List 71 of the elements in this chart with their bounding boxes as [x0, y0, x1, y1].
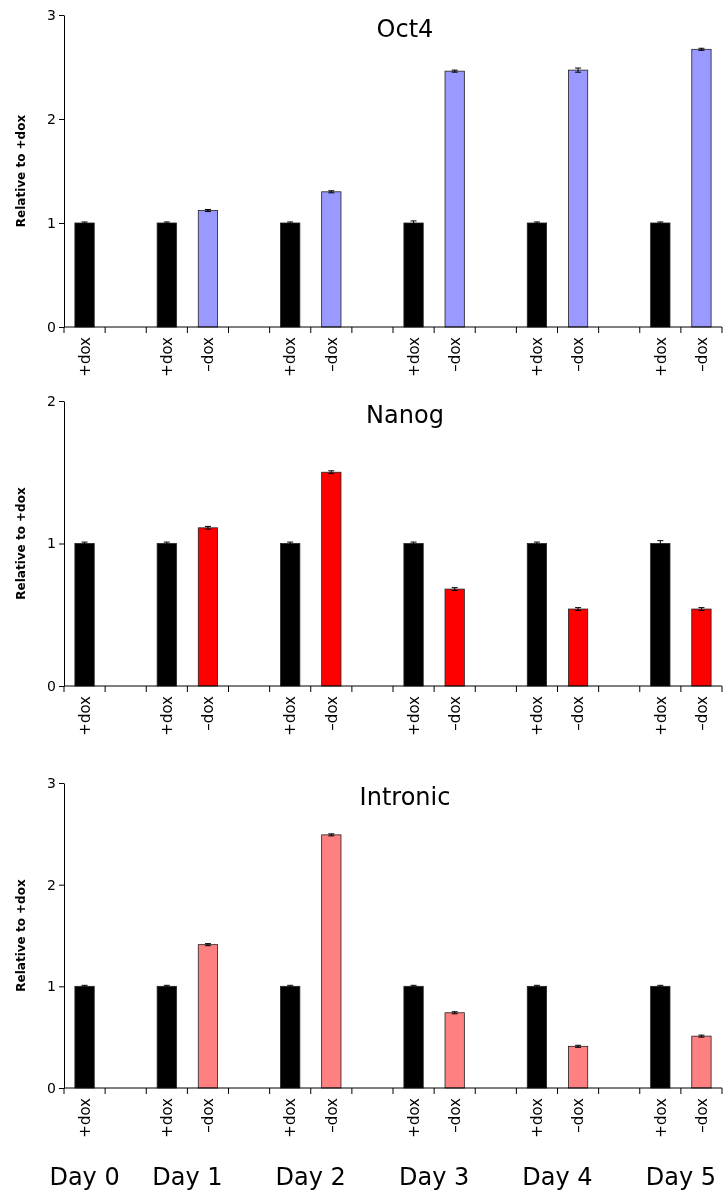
x-tick-label: +dox — [528, 1097, 547, 1138]
bar — [321, 471, 342, 687]
bar — [444, 1012, 465, 1089]
bar — [321, 834, 342, 1089]
x-tick-label: –dox — [569, 336, 588, 372]
x-tick-label: +dox — [528, 336, 547, 377]
bar — [444, 588, 465, 687]
x-tick-label: –dox — [199, 336, 218, 372]
x-tick-label: +dox — [75, 1097, 94, 1138]
x-tick-label: +dox — [404, 336, 423, 377]
x-tick-label: –dox — [322, 336, 341, 372]
chart-title: Oct4 — [376, 15, 434, 43]
x-tick-label: +dox — [158, 1097, 177, 1138]
y-tick-label: 0 — [47, 677, 56, 694]
text: Day 5 — [645, 1163, 717, 1191]
x-tick-label: –dox — [692, 1097, 711, 1133]
x-tick-label: +dox — [404, 695, 423, 736]
y-tick-label: 3 — [47, 774, 56, 791]
bar — [691, 1035, 712, 1089]
y-tick-label: 1 — [47, 214, 56, 231]
x-tick-label: +dox — [651, 1097, 670, 1138]
x-tick-label: +dox — [75, 336, 94, 377]
x-tick-label: +dox — [75, 695, 94, 736]
x-tick-label: +dox — [281, 695, 300, 736]
text: Day 0 — [49, 1163, 120, 1191]
x-tick-label: –dox — [445, 1097, 464, 1133]
y-tick-label: 2 — [47, 876, 56, 893]
bar — [444, 70, 465, 328]
x-tick-label: –dox — [322, 695, 341, 731]
y-axis-title: Relative to +dox — [14, 879, 28, 992]
x-tick-label: +dox — [528, 695, 547, 736]
y-tick-label: 1 — [47, 978, 56, 995]
x-tick-label: +dox — [158, 336, 177, 377]
x-tick-label: –dox — [445, 336, 464, 372]
bar — [321, 191, 342, 328]
x-tick-label: +dox — [158, 695, 177, 736]
y-tick-label: 3 — [47, 6, 56, 23]
bar — [197, 527, 218, 687]
chart-title: Intronic — [359, 783, 451, 811]
x-tick-label: –dox — [569, 695, 588, 731]
y-tick-label: 2 — [47, 110, 56, 127]
y-tick-label: 1 — [47, 535, 56, 552]
bar — [197, 944, 218, 1089]
bar — [691, 48, 712, 328]
x-tick-label: –dox — [322, 1097, 341, 1133]
text: Day 1 — [152, 1163, 223, 1191]
x-tick-label: –dox — [692, 695, 711, 731]
text: Day 4 — [522, 1163, 593, 1191]
y-axis-title: Relative to +dox — [14, 114, 28, 228]
bar — [568, 608, 589, 687]
y-axis-title: Relative to +dox — [14, 487, 28, 600]
x-tick-label: +dox — [651, 336, 670, 377]
y-tick-label: 0 — [47, 1079, 56, 1096]
bar — [197, 210, 218, 328]
bar — [691, 608, 712, 687]
x-tick-label: –dox — [569, 1097, 588, 1133]
x-tick-label: –dox — [692, 336, 711, 372]
x-tick-label: –dox — [445, 695, 464, 731]
bar — [568, 1045, 589, 1089]
x-tick-label: +dox — [281, 1097, 300, 1138]
x-tick-label: –dox — [199, 1097, 218, 1133]
x-tick-label: +dox — [651, 695, 670, 736]
x-tick-label: +dox — [404, 1097, 423, 1138]
y-tick-label: 0 — [47, 318, 56, 335]
x-tick-label: –dox — [199, 695, 218, 731]
text: Day 3 — [398, 1163, 470, 1191]
bar — [568, 69, 589, 328]
x-tick-label: +dox — [281, 336, 300, 377]
y-tick-label: 2 — [47, 392, 56, 409]
text: Day 2 — [275, 1163, 346, 1191]
chart-title: Nanog — [366, 401, 444, 429]
